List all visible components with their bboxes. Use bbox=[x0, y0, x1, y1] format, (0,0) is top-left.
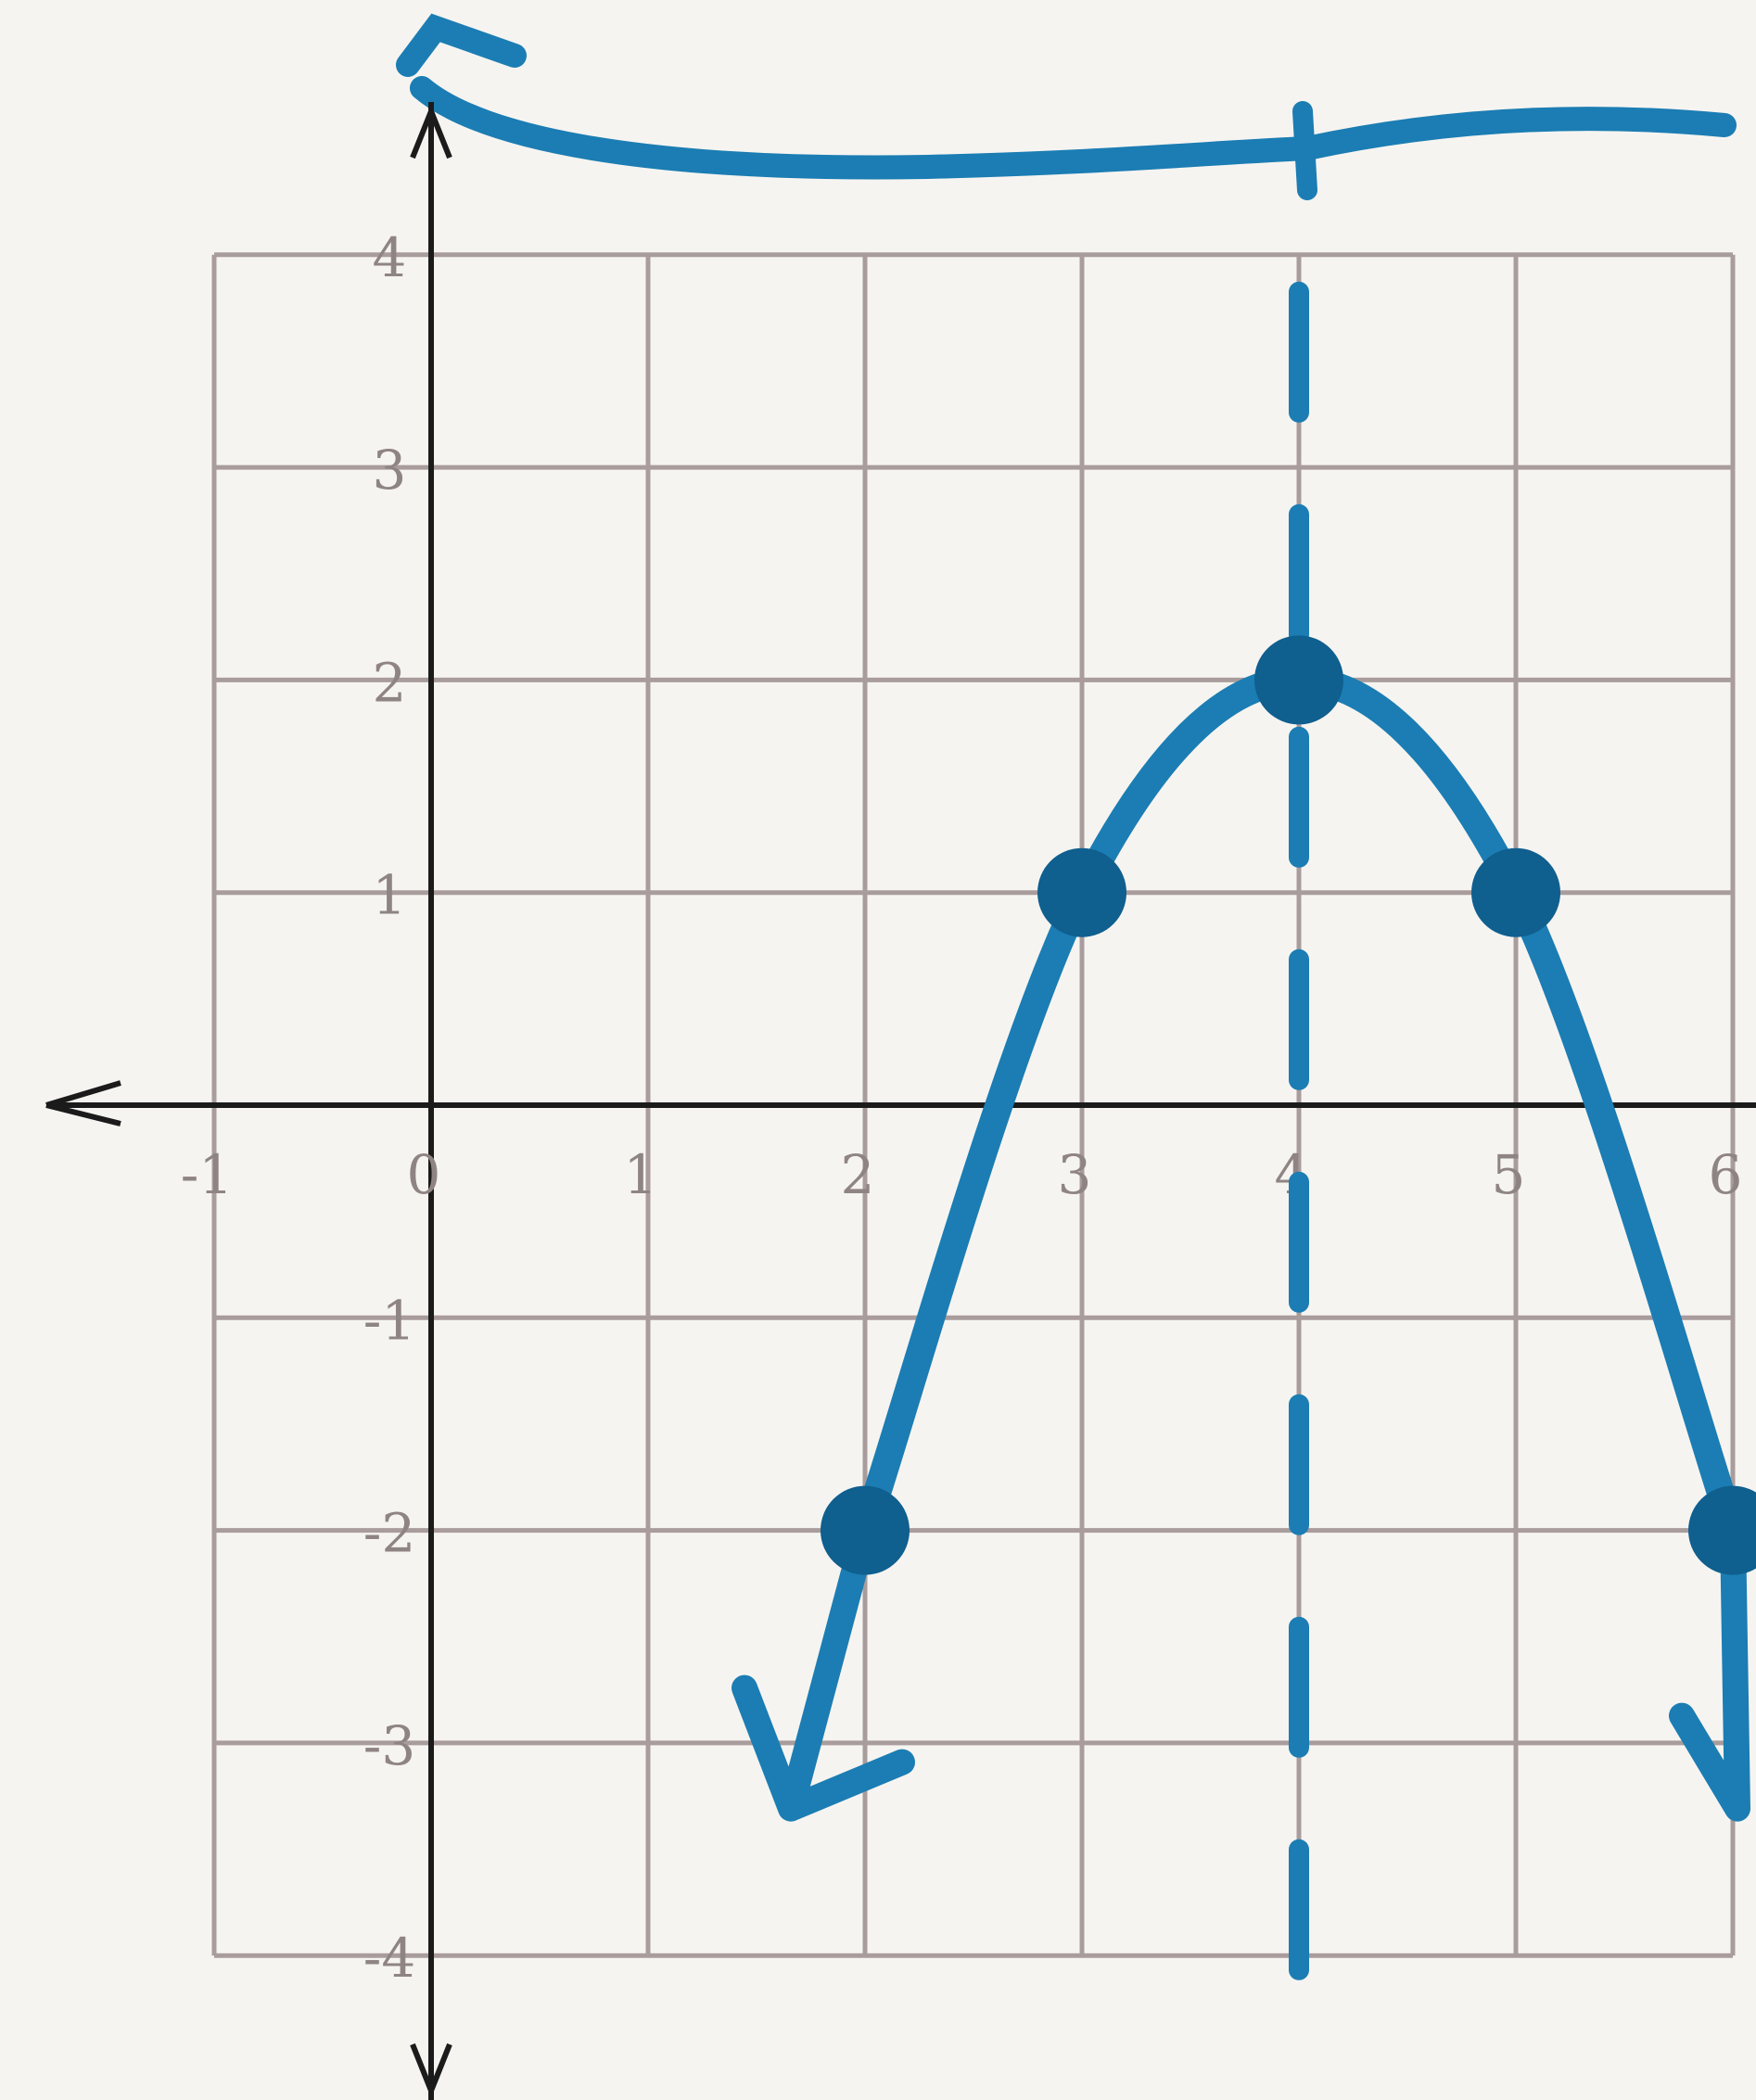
point bbox=[1254, 635, 1343, 724]
point bbox=[821, 1486, 910, 1575]
point bbox=[1471, 848, 1560, 937]
point bbox=[1037, 848, 1126, 937]
chart: -10123456-4-3-2-11234 bbox=[0, 0, 1756, 2100]
hand-stroke bbox=[408, 28, 515, 65]
x-tick-label: 5 bbox=[1492, 1143, 1526, 1206]
x-tick-label: 6 bbox=[1709, 1143, 1743, 1206]
hand-stroke bbox=[1303, 111, 1307, 190]
x-tick-label: -1 bbox=[181, 1143, 234, 1206]
point bbox=[1688, 1486, 1756, 1575]
x-tick-label: 0 bbox=[407, 1143, 441, 1206]
y-tick-label: 4 bbox=[373, 226, 407, 289]
x-tick-label: 3 bbox=[1058, 1143, 1092, 1206]
y-tick-label: 2 bbox=[373, 651, 407, 714]
y-tick-label: -4 bbox=[363, 1927, 416, 1990]
y-tick-label: -2 bbox=[363, 1502, 416, 1565]
y-tick-label: -3 bbox=[363, 1714, 416, 1777]
hand-stroke bbox=[422, 88, 1724, 167]
y-tick-label: -1 bbox=[363, 1289, 416, 1352]
y-tick-label: 3 bbox=[373, 439, 407, 502]
y-tick-label: 1 bbox=[373, 864, 407, 927]
x-tick-label: 1 bbox=[624, 1143, 658, 1206]
x-tick-label: 2 bbox=[841, 1143, 875, 1206]
